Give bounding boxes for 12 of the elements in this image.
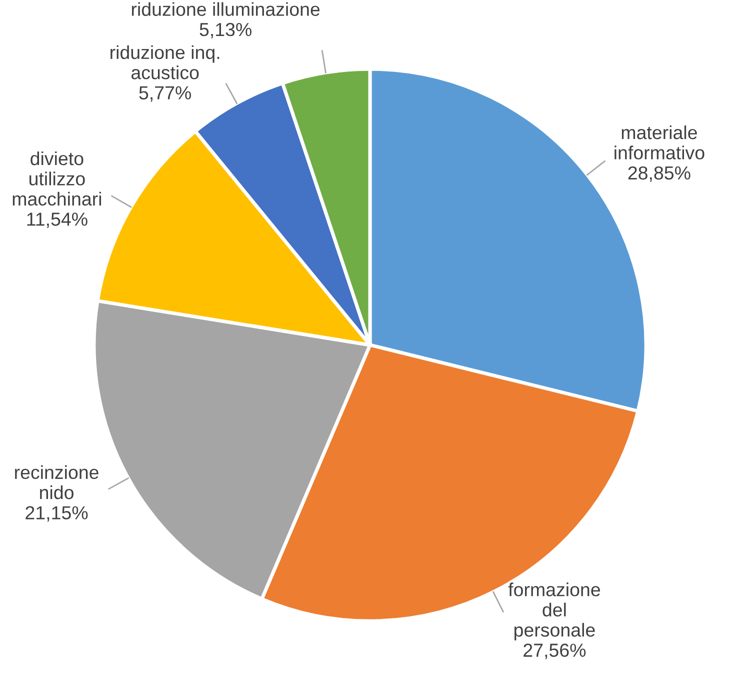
slice-label: riduzione illuminazione [132, 2, 320, 16]
slice-label: materiale informativo [614, 125, 704, 160]
slice-label: recinzione nido [15, 465, 98, 500]
data-label: 27,56% [524, 644, 586, 660]
data-label: 5,13% [200, 22, 252, 38]
slice-label: divieto utilizzo macchinari [12, 151, 102, 206]
slice-label: riduzione inq. acustico [110, 45, 220, 80]
data-label: 5,77% [139, 86, 191, 102]
slice-label: formazione del personale [508, 582, 600, 640]
data-label: 21,15% [26, 506, 88, 522]
data-label: 28,85% [628, 166, 690, 182]
data-label: 11,54% [27, 212, 88, 228]
